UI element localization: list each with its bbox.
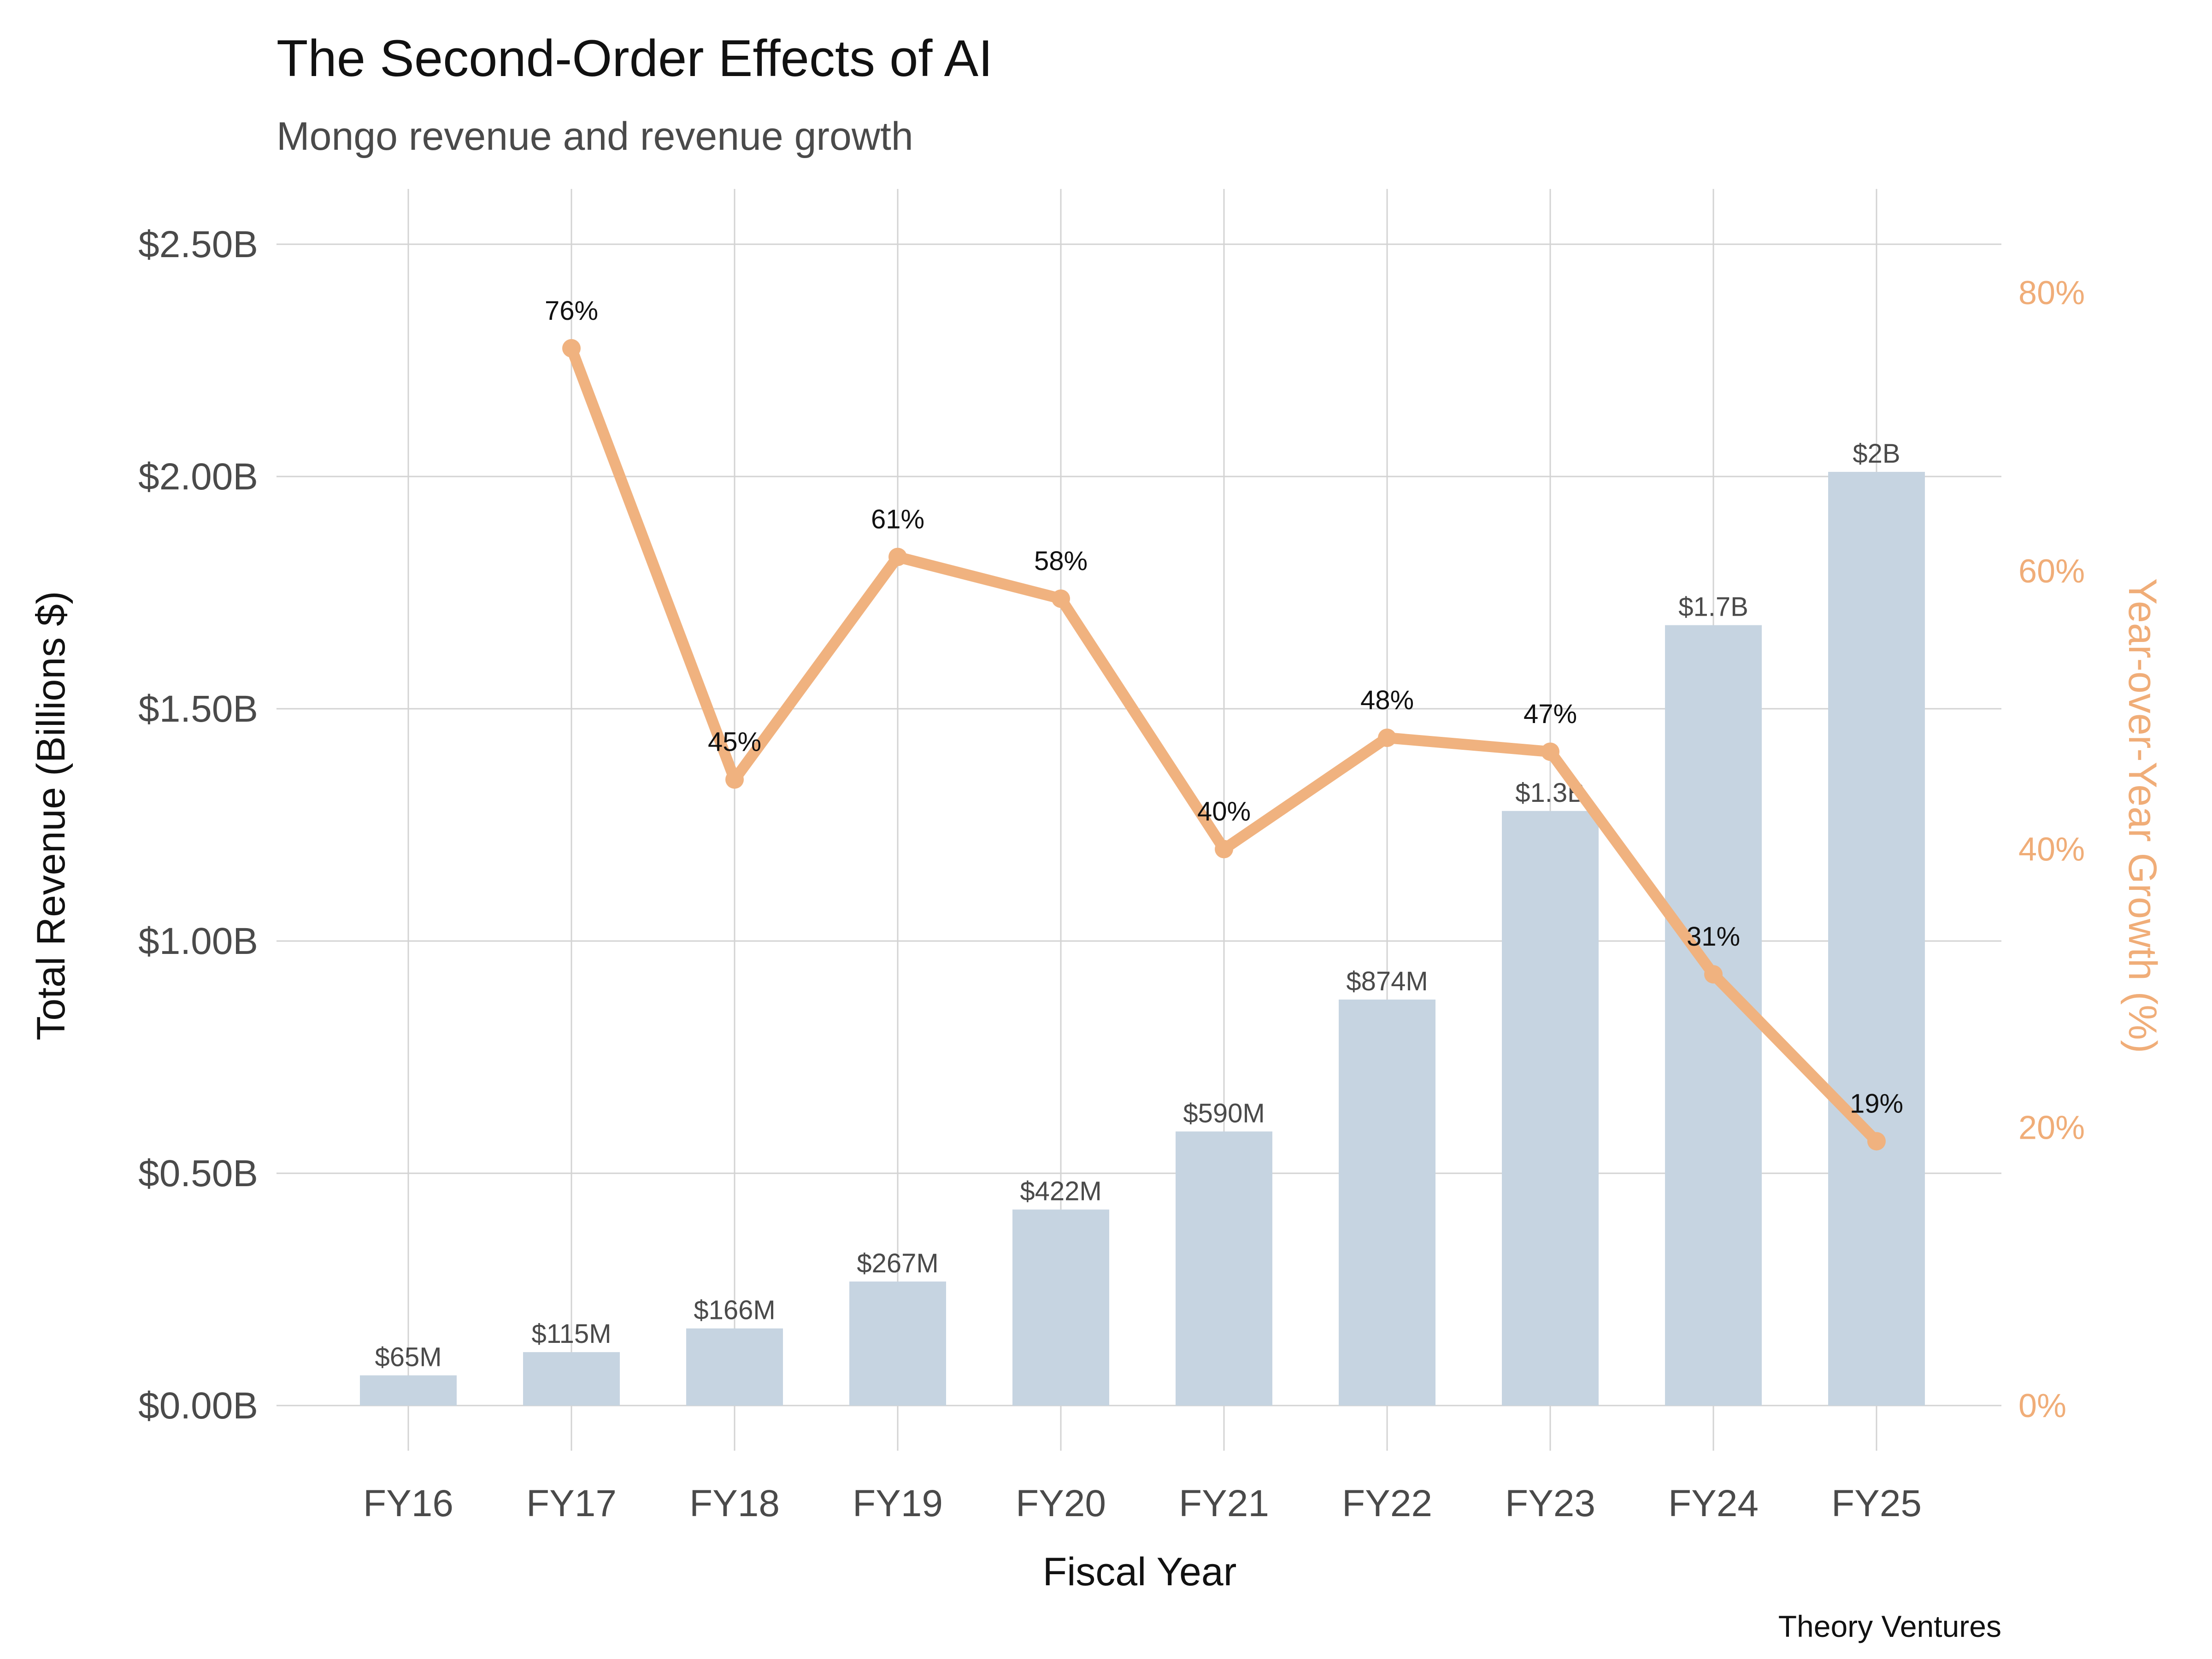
revenue-bar-label: $590M	[1183, 1098, 1265, 1128]
revenue-bar	[523, 1352, 620, 1406]
growth-point	[562, 339, 581, 358]
y-tick-label-left: $2.00B	[138, 456, 258, 498]
y-tick-label-left: $0.50B	[138, 1153, 258, 1194]
x-axis-title: Fiscal Year	[1043, 1550, 1237, 1594]
growth-point	[725, 770, 744, 789]
growth-point-label: 48%	[1360, 685, 1414, 715]
revenue-bar-label: $267M	[857, 1248, 938, 1278]
revenue-bar-label: $65M	[375, 1342, 441, 1372]
growth-point	[1704, 965, 1723, 984]
x-tick-label: FY16	[363, 1483, 453, 1524]
revenue-bar	[1828, 471, 1925, 1406]
y-axis-right-title: Year-over-Year Growth (%)	[2120, 578, 2165, 1053]
growth-point-label: 47%	[1524, 699, 1577, 729]
y-tick-label-right: 80%	[2018, 275, 2085, 312]
chart-subtitle: Mongo revenue and revenue growth	[276, 114, 913, 159]
revenue-bar	[1012, 1209, 1109, 1406]
growth-point	[888, 547, 907, 566]
y-tick-label-right: 60%	[2018, 553, 2085, 590]
y-tick-label-left: $2.50B	[138, 224, 258, 265]
x-tick-label: FY23	[1505, 1483, 1595, 1524]
revenue-bar	[1665, 625, 1762, 1406]
growth-point-label: 76%	[545, 296, 598, 326]
chart-caption: Theory Ventures	[1778, 1609, 2001, 1643]
y-tick-label-right: 40%	[2018, 831, 2085, 868]
bars	[360, 471, 1925, 1406]
growth-point-label: 40%	[1197, 797, 1251, 827]
y-axis-left-title: Total Revenue (Billions $)	[29, 591, 73, 1040]
revenue-bar-label: $166M	[694, 1295, 775, 1325]
x-tick-label: FY24	[1668, 1483, 1759, 1524]
growth-point	[1378, 729, 1396, 747]
x-tick-label: FY18	[689, 1483, 780, 1524]
revenue-bar	[1502, 811, 1599, 1406]
y-tick-label-right: 0%	[2018, 1388, 2066, 1424]
growth-point	[1541, 742, 1559, 761]
growth-point-label: 45%	[708, 727, 761, 757]
revenue-bar	[1176, 1131, 1272, 1406]
growth-point-label: 58%	[1034, 546, 1088, 576]
revenue-bar-label: $115M	[531, 1319, 611, 1349]
x-tick-label: FY19	[853, 1483, 943, 1524]
x-axis-ticks: FY16 FY17 FY18 FY19 FY20 FY21 FY22 FY23 FY24 FY25	[363, 1483, 1922, 1524]
revenue-bar-label: $1.7B	[1678, 592, 1748, 622]
y-tick-label-left: $0.00B	[138, 1385, 258, 1427]
y-tick-label-left: $1.50B	[138, 688, 258, 730]
y-axis-left-ticks: $0.00B $0.50B $1.00B $1.50B $2.00B $2.50B	[138, 224, 258, 1427]
revenue-bar	[849, 1281, 946, 1406]
revenue-bar	[686, 1328, 783, 1406]
x-tick-label: FY20	[1016, 1483, 1106, 1524]
x-tick-label: FY17	[526, 1483, 617, 1524]
x-tick-label: FY21	[1179, 1483, 1269, 1524]
chart-title: The Second-Order Effects of AI	[276, 29, 993, 87]
revenue-bar-label: $422M	[1020, 1177, 1101, 1206]
y-tick-label-right: 20%	[2018, 1109, 2085, 1146]
growth-labels: 76% 45% 61% 58% 40% 48% 47% 31% 19%	[545, 296, 1903, 1119]
revenue-bar-label: $2B	[1853, 439, 1900, 469]
growth-point	[1052, 589, 1070, 608]
growth-point-label: 31%	[1687, 922, 1740, 952]
growth-point-label: 19%	[1850, 1088, 1903, 1118]
y-axis-right-ticks: 0% 20% 40% 60% 80%	[2018, 275, 2085, 1424]
growth-point	[1867, 1132, 1886, 1151]
growth-point-label: 61%	[871, 505, 924, 535]
growth-line-layer	[562, 339, 1886, 1151]
x-tick-label: FY22	[1342, 1483, 1432, 1524]
x-tick-label: FY25	[1831, 1483, 1922, 1524]
growth-point	[1215, 840, 1233, 859]
y-tick-label-left: $1.00B	[138, 920, 258, 962]
revenue-bar	[360, 1375, 457, 1406]
bar-labels: $65M$115M$166M$267M$422M$590M$874M$1.3B$…	[375, 439, 1900, 1372]
revenue-bar-label: $874M	[1346, 966, 1428, 996]
revenue-bar	[1339, 1000, 1435, 1406]
